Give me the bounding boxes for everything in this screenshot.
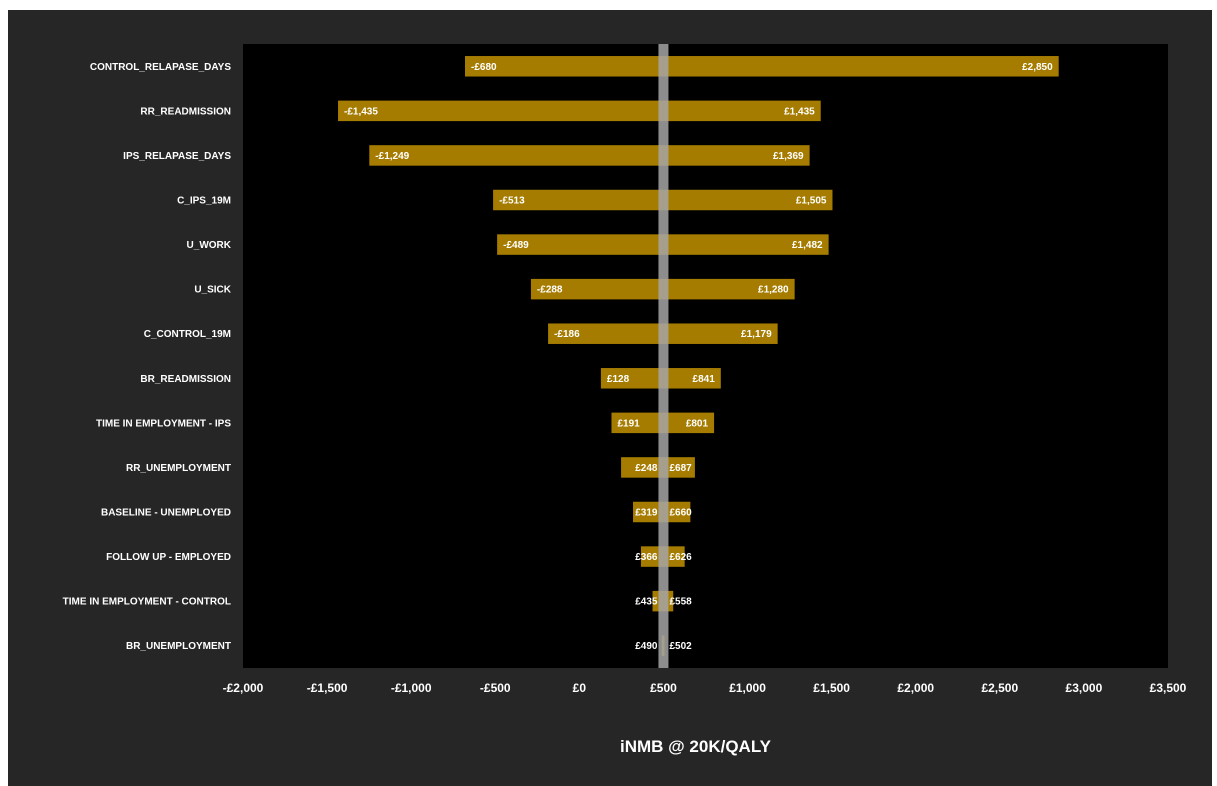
bar-low-label-8: £191 xyxy=(617,418,640,429)
bar-high-label-12: £558 xyxy=(669,597,692,608)
bar-low-label-2: -£1,249 xyxy=(375,151,409,162)
bar-high-10 xyxy=(663,501,691,523)
bar-low-label-7: £128 xyxy=(607,374,630,385)
bar-high-label-6: £1,179 xyxy=(741,329,772,340)
baseline-marker xyxy=(658,44,669,668)
x-tick-labels-group: -£2,000 -£1,500 -£1,000 -£500 £0 £500 £1,000 £1… xyxy=(223,681,1187,695)
x-tick-label-0: -£2,000 xyxy=(223,681,264,695)
bar-low-6 xyxy=(548,323,664,344)
bar-high-1 xyxy=(663,100,821,122)
tornado-chart: -£680 £2,850 -£1,435 £1,435 -£1,249 £1,369 -£5… xyxy=(63,44,1187,756)
category-labels-group: CONTROL_RELAPASE_DAYS RR_READMISSION IPS_R… xyxy=(63,62,232,652)
bar-labels-group: -£680 £2,850 -£1,435 £1,435 -£1,249 £1,369 -£5… xyxy=(344,62,1053,652)
bar-high-11 xyxy=(663,546,685,567)
category-label-12: TIME IN EMPLOYMENT - CONTROL xyxy=(63,597,231,608)
bar-low-5 xyxy=(530,278,664,300)
category-label-3: C_IPS_19M xyxy=(177,196,231,207)
category-label-13: BR_UNEMPLOYMENT xyxy=(126,641,231,652)
x-tick-label-3: -£500 xyxy=(480,681,511,695)
bar-high-label-5: £1,280 xyxy=(758,285,789,296)
category-label-9: RR_UNEMPLOYMENT xyxy=(126,463,231,474)
x-tick-label-4: £0 xyxy=(573,681,587,695)
category-label-10: BASELINE - UNEMPLOYED xyxy=(101,508,231,519)
bar-low-3 xyxy=(493,189,664,211)
bar-low-8 xyxy=(611,412,664,434)
plot-area xyxy=(243,44,1168,668)
category-label-11: FOLLOW UP - EMPLOYED xyxy=(106,552,231,563)
bar-low-label-4: -£489 xyxy=(503,240,529,251)
bar-low-label-9: £248 xyxy=(635,463,658,474)
bar-high-label-2: £1,369 xyxy=(773,151,804,162)
x-tick-label-11: £3,500 xyxy=(1150,681,1187,695)
bar-low-7 xyxy=(600,368,664,389)
bar-low-label-10: £319 xyxy=(635,508,658,519)
category-label-4: U_WORK xyxy=(187,240,232,251)
x-tick-label-6: £1,000 xyxy=(729,681,766,695)
bar-high-label-3: £1,505 xyxy=(796,196,827,207)
x-tick-label-1: -£1,500 xyxy=(307,681,348,695)
category-label-6: C_CONTROL_19M xyxy=(144,329,231,340)
bar-low-label-5: -£288 xyxy=(537,285,563,296)
bar-high-label-10: £660 xyxy=(669,508,692,519)
category-label-0: CONTROL_RELAPASE_DAYS xyxy=(90,62,231,73)
bar-low-label-12: £435 xyxy=(635,597,658,608)
bar-high-label-0: £2,850 xyxy=(1022,62,1053,73)
chart-frame: -£680 £2,850 -£1,435 £1,435 -£1,249 £1,369 -£5… xyxy=(8,10,1212,786)
bar-low-label-13: £490 xyxy=(635,641,658,652)
x-tick-label-2: -£1,000 xyxy=(391,681,432,695)
bar-high-6 xyxy=(663,323,778,344)
category-label-8: TIME IN EMPLOYMENT - IPS xyxy=(96,418,231,429)
bar-low-2 xyxy=(369,145,664,166)
bar-high-label-4: £1,482 xyxy=(792,240,823,251)
bar-high-2 xyxy=(663,145,810,166)
bar-high-label-11: £626 xyxy=(669,552,692,563)
category-label-1: RR_READMISSION xyxy=(140,106,231,117)
x-tick-label-8: £2,000 xyxy=(897,681,934,695)
bar-low-11 xyxy=(640,546,664,567)
bar-high-7 xyxy=(663,368,721,389)
bar-low-4 xyxy=(497,234,664,255)
bars-group xyxy=(338,56,1059,656)
x-tick-label-10: £3,000 xyxy=(1066,681,1103,695)
bar-high-0 xyxy=(663,56,1059,77)
x-tick-label-7: £1,500 xyxy=(813,681,850,695)
bar-high-9 xyxy=(663,457,695,478)
bar-high-label-1: £1,435 xyxy=(784,106,815,117)
bar-low-1 xyxy=(338,100,664,122)
bar-low-label-11: £366 xyxy=(635,552,658,563)
bar-low-label-3: -£513 xyxy=(499,196,525,207)
bar-low-label-0: -£680 xyxy=(471,62,497,73)
bar-high-label-8: £801 xyxy=(686,418,709,429)
bar-low-12 xyxy=(652,590,664,612)
category-label-5: U_SICK xyxy=(194,285,231,296)
bar-high-5 xyxy=(663,278,795,300)
bar-low-0 xyxy=(465,56,664,77)
bar-high-label-9: £687 xyxy=(669,463,692,474)
category-label-7: BR_READMISSION xyxy=(140,374,231,385)
bar-high-3 xyxy=(663,189,833,211)
bar-high-4 xyxy=(663,234,829,255)
bar-low-10 xyxy=(633,501,664,523)
category-label-2: IPS_RELAPASE_DAYS xyxy=(123,151,231,162)
bar-low-9 xyxy=(621,457,664,478)
x-tick-label-9: £2,500 xyxy=(981,681,1018,695)
bar-low-label-1: -£1,435 xyxy=(344,106,378,117)
bar-high-label-7: £841 xyxy=(693,374,716,385)
bar-high-label-13: £502 xyxy=(669,641,692,652)
bar-high-8 xyxy=(663,412,715,434)
bar-low-label-6: -£186 xyxy=(554,329,580,340)
x-axis-title: iNMB @ 20K/QALY xyxy=(620,737,772,756)
x-tick-label-5: £500 xyxy=(650,681,677,695)
